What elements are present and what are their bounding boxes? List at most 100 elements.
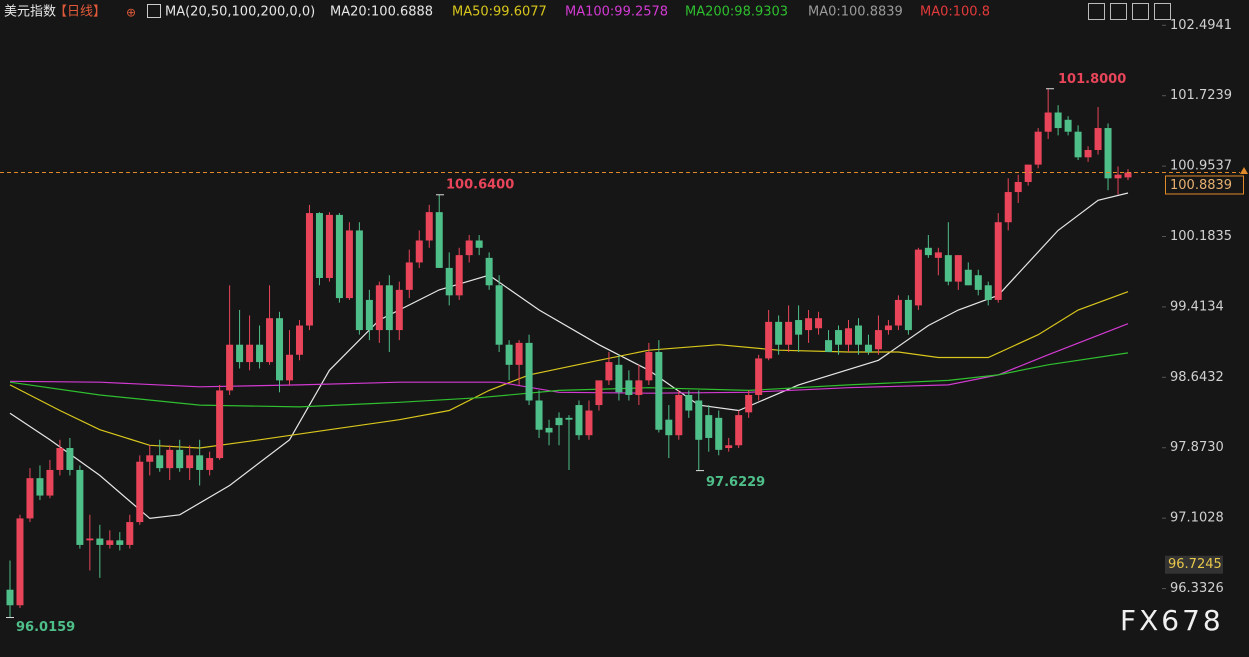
marker-price-box bbox=[1165, 555, 1223, 574]
candle-body bbox=[1054, 112, 1062, 129]
candle-body bbox=[755, 358, 763, 395]
y-tick-label: 102.4941 bbox=[1170, 18, 1232, 33]
candle-body bbox=[266, 318, 274, 363]
candle-body bbox=[375, 285, 383, 331]
ma-line bbox=[9, 323, 1129, 394]
candle-body bbox=[575, 405, 583, 436]
candle-body bbox=[914, 249, 922, 306]
y-tick-label: 97.8730 bbox=[1170, 440, 1224, 455]
tool-button[interactable] bbox=[1088, 3, 1105, 20]
candle-body bbox=[884, 325, 892, 331]
candle-body bbox=[825, 340, 833, 353]
toolbar bbox=[1088, 3, 1171, 20]
last-price-label: 100.8839 bbox=[1170, 178, 1232, 193]
candle-body bbox=[106, 540, 114, 545]
y-tick-label: 97.1028 bbox=[1170, 511, 1224, 526]
candle-body bbox=[335, 214, 343, 299]
candle-body bbox=[246, 344, 254, 363]
annotation-label: 100.6400 bbox=[446, 177, 514, 192]
candle-body bbox=[1094, 128, 1102, 150]
candle-body bbox=[904, 299, 912, 331]
tool-button[interactable] bbox=[1154, 3, 1171, 20]
candle-body bbox=[964, 269, 972, 286]
annotation-label: 96.0159 bbox=[16, 620, 75, 635]
tool-button[interactable] bbox=[1132, 3, 1149, 20]
candle-body bbox=[16, 518, 24, 606]
last-price-box bbox=[1165, 175, 1244, 195]
ma-line bbox=[9, 192, 1129, 520]
candle-body bbox=[735, 415, 743, 446]
candle-body bbox=[854, 325, 862, 345]
candle-body bbox=[944, 255, 952, 282]
watermark: FX678 bbox=[1120, 604, 1224, 637]
candle-body bbox=[345, 230, 353, 299]
candle-body bbox=[874, 330, 882, 350]
candle-body bbox=[86, 538, 94, 541]
candle-body bbox=[6, 589, 14, 606]
candle-body bbox=[1074, 131, 1082, 158]
legend-entry: MA50:99.6077 bbox=[452, 5, 547, 20]
candle-body bbox=[435, 212, 443, 268]
candle-body bbox=[1124, 172, 1132, 178]
candle-body bbox=[705, 415, 713, 438]
y-tick-label: 100.1835 bbox=[1170, 229, 1232, 244]
candle-body bbox=[924, 247, 932, 256]
candle-body bbox=[555, 417, 563, 426]
candle-body bbox=[355, 230, 363, 331]
marker-price-label: 96.7245 bbox=[1168, 557, 1222, 572]
legend-entry: MA20:100.6888 bbox=[330, 5, 433, 20]
legend-entry: MA200:98.9303 bbox=[685, 5, 788, 20]
candle-body bbox=[835, 330, 843, 345]
candle-body bbox=[745, 394, 753, 413]
settings-icon[interactable] bbox=[147, 4, 161, 18]
candle-body bbox=[176, 449, 184, 469]
tool-button[interactable] bbox=[1110, 3, 1127, 20]
candle-body bbox=[256, 344, 264, 363]
candle-body bbox=[395, 289, 403, 331]
candle-body bbox=[1084, 149, 1092, 158]
period-label: 【日线】 bbox=[54, 5, 106, 20]
candle-body bbox=[565, 417, 573, 420]
candle-body bbox=[795, 320, 803, 335]
candle-body bbox=[635, 380, 643, 395]
annotation-label: 101.8000 bbox=[1058, 72, 1126, 87]
candle-body bbox=[725, 445, 733, 449]
price-arrow bbox=[1240, 167, 1248, 174]
y-tick-label: 99.4134 bbox=[1170, 299, 1224, 314]
candle-body bbox=[186, 455, 194, 469]
ma-line bbox=[9, 291, 1129, 449]
candle-body bbox=[675, 394, 683, 436]
candle-body bbox=[1004, 192, 1012, 223]
annotation-label: 97.6229 bbox=[706, 475, 765, 490]
candle-body bbox=[445, 267, 453, 296]
y-tick-label: 96.3326 bbox=[1170, 581, 1224, 596]
candle-body bbox=[325, 214, 333, 278]
candle-body bbox=[615, 364, 623, 393]
candle-body bbox=[96, 538, 104, 545]
candle-body bbox=[1024, 164, 1032, 182]
candle-body bbox=[605, 362, 613, 381]
candle-body bbox=[365, 299, 373, 331]
candle-body bbox=[36, 478, 44, 496]
candle-body bbox=[974, 275, 982, 290]
candle-body bbox=[934, 252, 942, 258]
candle-body bbox=[385, 285, 393, 331]
y-tick-label: 98.6432 bbox=[1170, 370, 1224, 385]
candle-body bbox=[1114, 174, 1122, 179]
candle-body bbox=[525, 342, 533, 401]
candle-body bbox=[236, 344, 244, 363]
candle-body bbox=[295, 325, 303, 355]
candle-body bbox=[126, 522, 134, 545]
candle-body bbox=[315, 213, 323, 278]
legend-entry: MA100:99.2578 bbox=[565, 5, 668, 20]
candle-body bbox=[585, 410, 593, 436]
candle-body bbox=[465, 240, 473, 256]
candle-body bbox=[1044, 112, 1052, 132]
candle-body bbox=[785, 321, 793, 345]
candle-body bbox=[196, 455, 204, 470]
candle-body bbox=[425, 212, 433, 241]
candle-body bbox=[645, 352, 653, 381]
candle-body bbox=[46, 469, 54, 496]
